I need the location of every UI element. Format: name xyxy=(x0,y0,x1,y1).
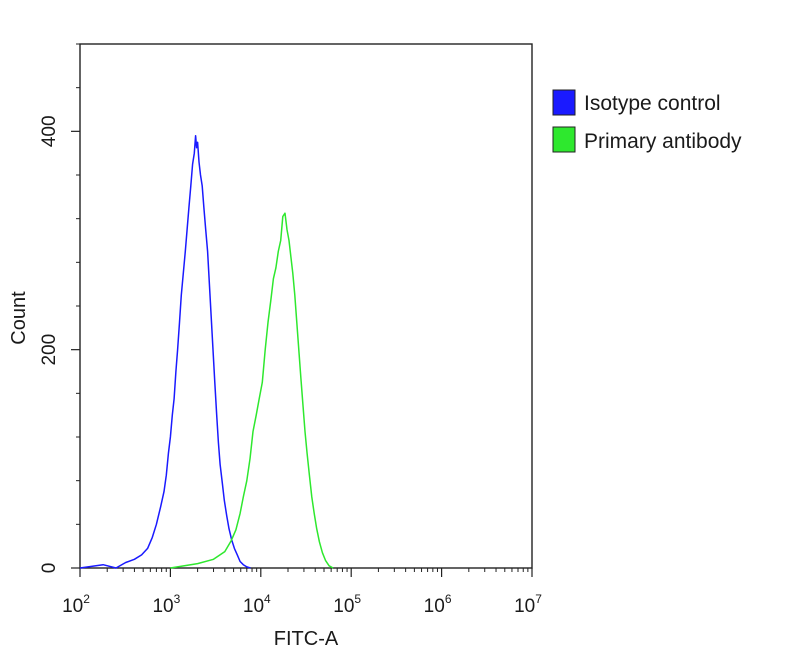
y-tick-label: 400 xyxy=(39,115,60,147)
x-tick-label: 104 xyxy=(243,592,271,617)
legend-label-isotype-control: Isotype control xyxy=(584,92,721,115)
x-tick-labels: 102 103 104 105 106 107 xyxy=(62,592,542,617)
x-tick-label: 103 xyxy=(152,592,180,617)
legend-item-primary-antibody: Primary antibody xyxy=(552,126,742,153)
y-axis-title: Count xyxy=(8,291,30,345)
legend: Isotype control Primary antibody xyxy=(552,89,742,153)
legend-swatch-primary-antibody xyxy=(552,126,576,153)
x-tick-label: 107 xyxy=(514,592,542,617)
plot-frame xyxy=(79,43,533,569)
x-axis-title: FITC-A xyxy=(274,628,339,650)
series-line-primary-antibody xyxy=(170,212,334,569)
series-layer xyxy=(79,134,334,569)
series-line-isotype-control xyxy=(79,134,251,569)
axis-ticks xyxy=(71,43,533,577)
x-tick-label: 105 xyxy=(333,592,361,617)
y-tick-labels: 0 200 400 xyxy=(39,115,60,573)
x-tick-label: 106 xyxy=(424,592,452,617)
legend-label-primary-antibody: Primary antibody xyxy=(584,130,742,153)
y-tick-label: 0 xyxy=(39,563,60,574)
y-tick-label: 200 xyxy=(39,334,60,366)
legend-swatch-isotype-control xyxy=(552,89,576,116)
legend-item-isotype-control: Isotype control xyxy=(552,89,721,116)
x-tick-label: 102 xyxy=(62,592,90,617)
